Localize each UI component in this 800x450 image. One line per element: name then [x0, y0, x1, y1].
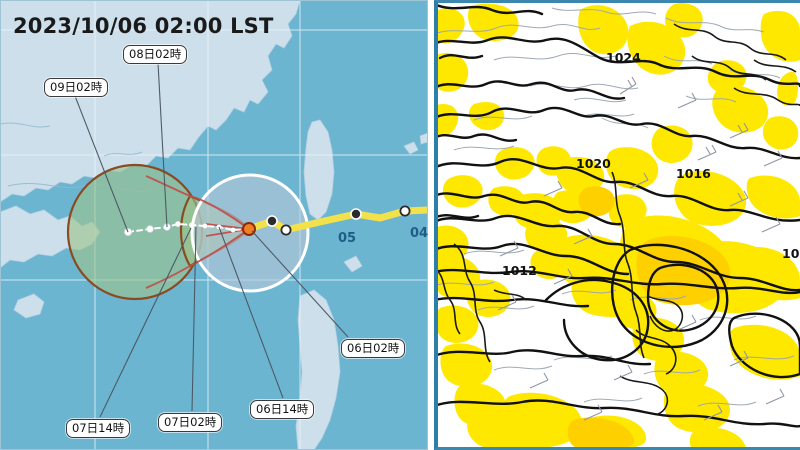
- leader-d09-02: [74, 95, 129, 233]
- panel-divider: [428, 0, 434, 450]
- isobar-1012: [434, 268, 800, 295]
- cone-boundary-lines: [145, 175, 250, 289]
- isobar-1012-b: [434, 296, 590, 308]
- isobar-1020: [434, 157, 800, 222]
- typhoon-track-panel[interactable]: 2023/10/06 02:00 LST 09日02時 08日02時 07日14…: [0, 0, 428, 450]
- surface-pressure-panel[interactable]: 1024 1020 1016 1012 101: [434, 0, 800, 450]
- isobar-label-1020: 1020: [576, 156, 611, 171]
- callout-07-14[interactable]: 07日14時: [66, 419, 131, 438]
- coastlines: [434, 7, 795, 407]
- leader-d08-02: [157, 62, 168, 228]
- isobar-1010-trough: [544, 278, 650, 362]
- isobar-1014: [434, 242, 630, 276]
- coast-detail-dark: [434, 23, 800, 415]
- isobar-1008: [646, 263, 720, 332]
- isobar-s: [434, 399, 800, 428]
- isobar-low-se: [728, 312, 800, 379]
- landmass-island-hainan: [13, 293, 45, 319]
- callout-leader-lines: [74, 62, 349, 418]
- landmass-taiwan: [303, 119, 335, 221]
- isobar-1018: [434, 192, 622, 226]
- leader-d07-02: [191, 226, 197, 412]
- isobar-1010: [610, 243, 729, 349]
- isobar-detail-1: [438, 53, 484, 60]
- callout-09-02[interactable]: 09日02時: [44, 78, 109, 97]
- track-map-canvas[interactable]: [0, 0, 428, 450]
- callout-07-02[interactable]: 07日02時: [158, 413, 223, 432]
- isobar-label-group: 1024 1020 1016 1012 101: [502, 50, 800, 278]
- isobar-land-w: [434, 133, 518, 142]
- isobar-1024-b: [434, 80, 626, 100]
- wind-barbs: [497, 76, 785, 421]
- landmass-islet-se: [343, 255, 363, 273]
- isobars: [434, 2, 800, 428]
- isobar-1022: [434, 106, 800, 160]
- isobar-sw: [434, 349, 652, 366]
- callout-06-14[interactable]: 06日14時: [250, 400, 315, 419]
- leader-d06-02: [251, 230, 349, 338]
- leader-d06-14: [218, 226, 284, 399]
- isobar-1028: [434, 2, 544, 16]
- synoptic-chart-canvas[interactable]: 1024 1020 1016 1012 101: [434, 0, 800, 450]
- isobar-label-1012: 1012: [502, 263, 537, 278]
- isobar-label-1010-edge: 101: [782, 246, 800, 261]
- isobar-1016: [434, 214, 800, 292]
- isobar-label-1016: 1016: [676, 166, 711, 181]
- callout-08-02[interactable]: 08日02時: [123, 45, 188, 64]
- daymark-05: 05: [338, 231, 357, 246]
- forecast-timestamp: 2023/10/06 02:00 LST: [13, 14, 274, 38]
- landmass-mainland-china: [0, 0, 301, 203]
- leader-d07-14: [99, 227, 192, 418]
- current-position-marker[interactable]: [242, 222, 256, 236]
- daymark-04: 04: [410, 226, 428, 241]
- landmass-ryukyu-islets: [403, 132, 428, 155]
- isobar-label-1024: 1024: [606, 50, 641, 65]
- callout-06-02[interactable]: 06日02時: [341, 339, 406, 358]
- past-position-dots: [266, 205, 411, 236]
